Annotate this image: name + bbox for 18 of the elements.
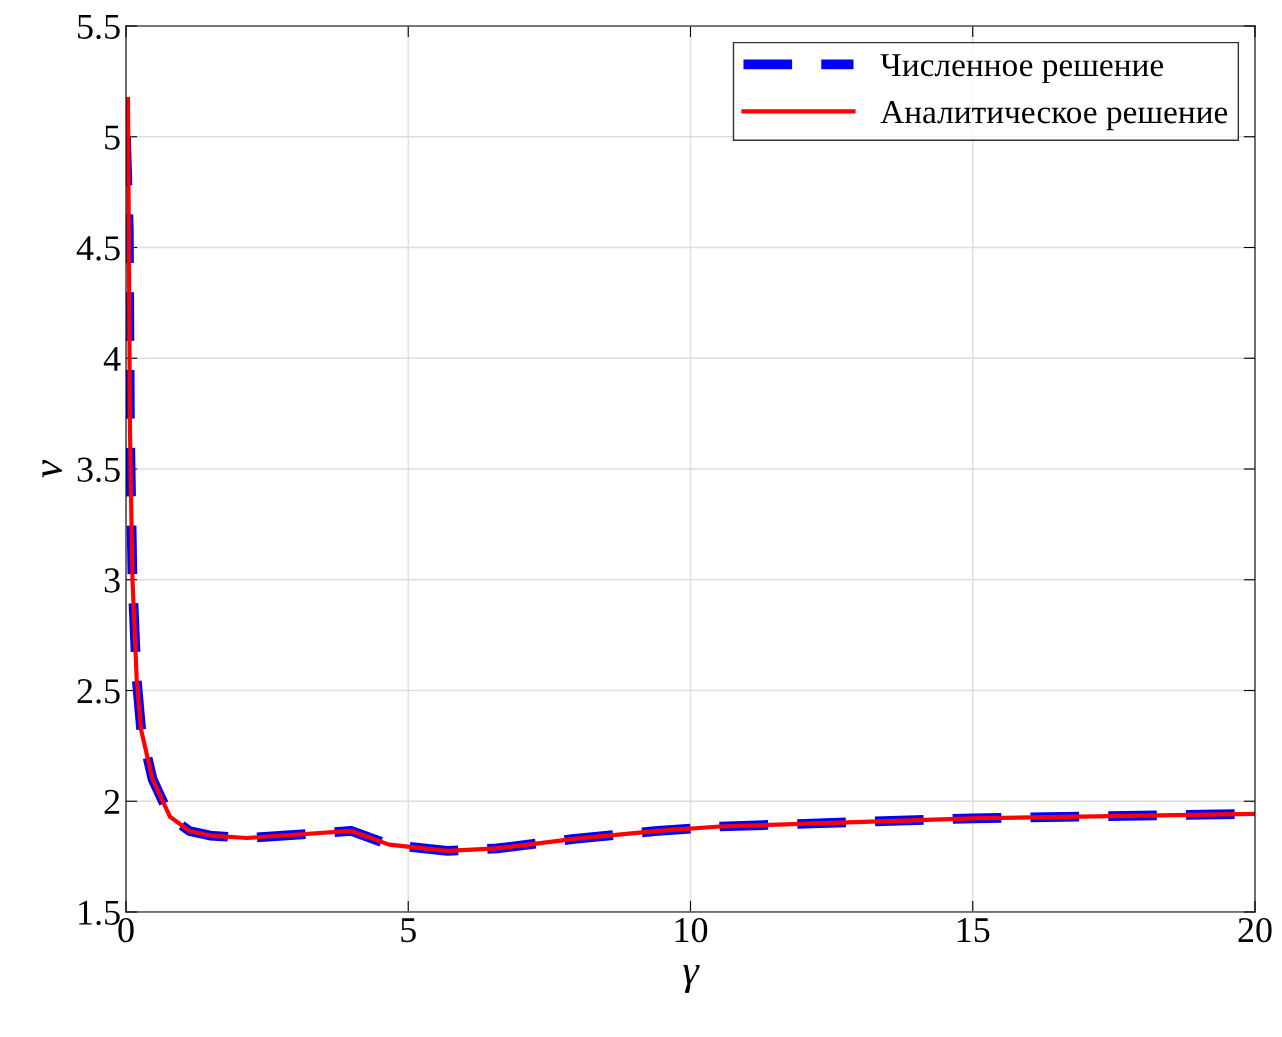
y-tick-label: 4.5 — [76, 236, 120, 261]
y-axis-title: ν — [42, 459, 62, 478]
y-tick-label: 5 — [105, 125, 120, 150]
y-tick-label: 2.5 — [77, 679, 120, 704]
x-axis-title: γ — [683, 964, 700, 993]
y-tick-label: 1.5 — [79, 900, 120, 926]
x-tick-label: 10 — [675, 917, 708, 943]
y-tick-label: 3 — [104, 568, 120, 593]
legend-label: Аналитическое решение — [880, 101, 1228, 131]
x-tick-label: 5 — [401, 918, 416, 943]
y-tick-label: 4 — [103, 347, 121, 371]
y-tick-label: 5.5 — [78, 14, 120, 40]
legend-label: Численное решение — [880, 54, 1164, 84]
y-tick-label: 3.5 — [77, 457, 120, 483]
y-tick-label: 2 — [104, 789, 120, 814]
x-tick-label: 20 — [1238, 917, 1272, 943]
x-tick-label: 15 — [957, 918, 990, 943]
x-tick-label: 0 — [118, 917, 134, 943]
